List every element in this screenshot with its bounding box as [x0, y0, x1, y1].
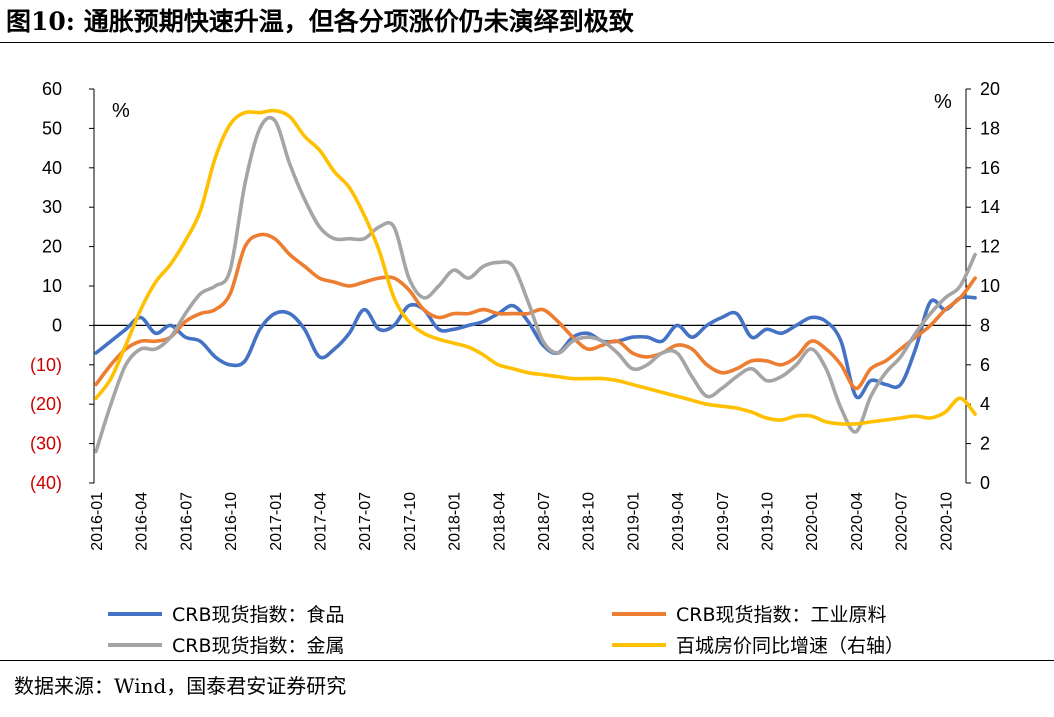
x-tick-label: 2020-01: [804, 492, 821, 551]
right-tick-label: 4: [980, 394, 990, 414]
x-tick-label: 2017-04: [313, 492, 330, 551]
right-unit-label: %: [934, 91, 952, 113]
left-tick-label: 40: [42, 158, 62, 178]
x-tick-label: 2016-10: [223, 492, 240, 551]
left-tick-label: (30): [30, 434, 62, 454]
right-tick-label: 6: [980, 355, 990, 375]
right-tick-label: 18: [980, 118, 1000, 138]
left-unit-label: %: [112, 100, 130, 122]
right-tick-label: 2: [980, 434, 990, 454]
right-tick-label: 20: [980, 79, 1000, 99]
left-tick-label: 50: [42, 118, 62, 138]
series-line-1: [94, 295, 977, 400]
x-tick-label: 2016-04: [134, 492, 151, 551]
left-tick-label: (10): [30, 355, 62, 375]
title-divider: [0, 42, 1054, 43]
series-layer: [94, 108, 977, 454]
right-tick-label: 8: [980, 315, 990, 335]
left-tick-label: 0: [52, 315, 62, 335]
legend-label: CRB现货指数：食品: [172, 604, 345, 626]
x-tick-label: 2017-01: [268, 492, 285, 551]
x-tick-label: 2020-10: [938, 492, 955, 551]
x-tick-label: 2016-07: [178, 492, 195, 551]
right-tick-label: 12: [980, 237, 1000, 257]
x-tick-label: 2020-07: [894, 492, 911, 551]
x-tick-label: 2019-10: [760, 492, 777, 551]
x-tick-label: 2018-01: [447, 492, 464, 551]
right-tick-label: 10: [980, 276, 1000, 296]
x-tick-label: 2019-04: [670, 492, 687, 551]
left-tick-label: (40): [30, 473, 62, 493]
x-tick-label: 2018-07: [536, 492, 553, 551]
axes: 6050403020100(10)(20)(30)(40)20181614121…: [30, 79, 1000, 551]
legend: CRB现货指数：食品 CRB现货指数：工业原料 CRB现货指数：金属 百城房价同比增速…: [108, 604, 904, 657]
x-tick-label: 2017-07: [357, 492, 374, 551]
footer-divider: [0, 660, 1054, 661]
x-tick-label: 2017-10: [402, 492, 419, 551]
series-line-4: [94, 108, 977, 426]
x-tick-label: 2019-01: [625, 492, 642, 551]
legend-label: CRB现货指数：金属: [172, 635, 345, 657]
page-title: 图10: 通胀预期快速升温，但各分项涨价仍未演绎到极致: [6, 7, 634, 36]
legend-label: CRB现货指数：工业原料: [676, 604, 887, 626]
source-note: 数据来源：Wind，国泰君安证券研究: [14, 674, 347, 698]
x-tick-label: 2018-10: [581, 492, 598, 551]
x-tick-label: 2018-04: [491, 492, 508, 551]
series-line-2: [94, 232, 977, 391]
series-line-3: [94, 115, 977, 454]
right-tick-label: 16: [980, 158, 1000, 178]
left-tick-label: 20: [42, 237, 62, 257]
left-tick-label: 60: [42, 79, 62, 99]
right-tick-label: 0: [980, 473, 990, 493]
left-tick-label: 30: [42, 197, 62, 217]
left-tick-label: 10: [42, 276, 62, 296]
right-tick-label: 14: [980, 197, 1000, 217]
x-tick-label: 2016-01: [89, 492, 106, 551]
left-tick-label: (20): [30, 394, 62, 414]
legend-label: 百城房价同比增速（右轴）: [676, 635, 904, 657]
x-tick-label: 2020-04: [849, 492, 866, 551]
x-tick-label: 2019-07: [715, 492, 732, 551]
chart: 6050403020100(10)(20)(30)(40)20181614121…: [30, 79, 1000, 657]
